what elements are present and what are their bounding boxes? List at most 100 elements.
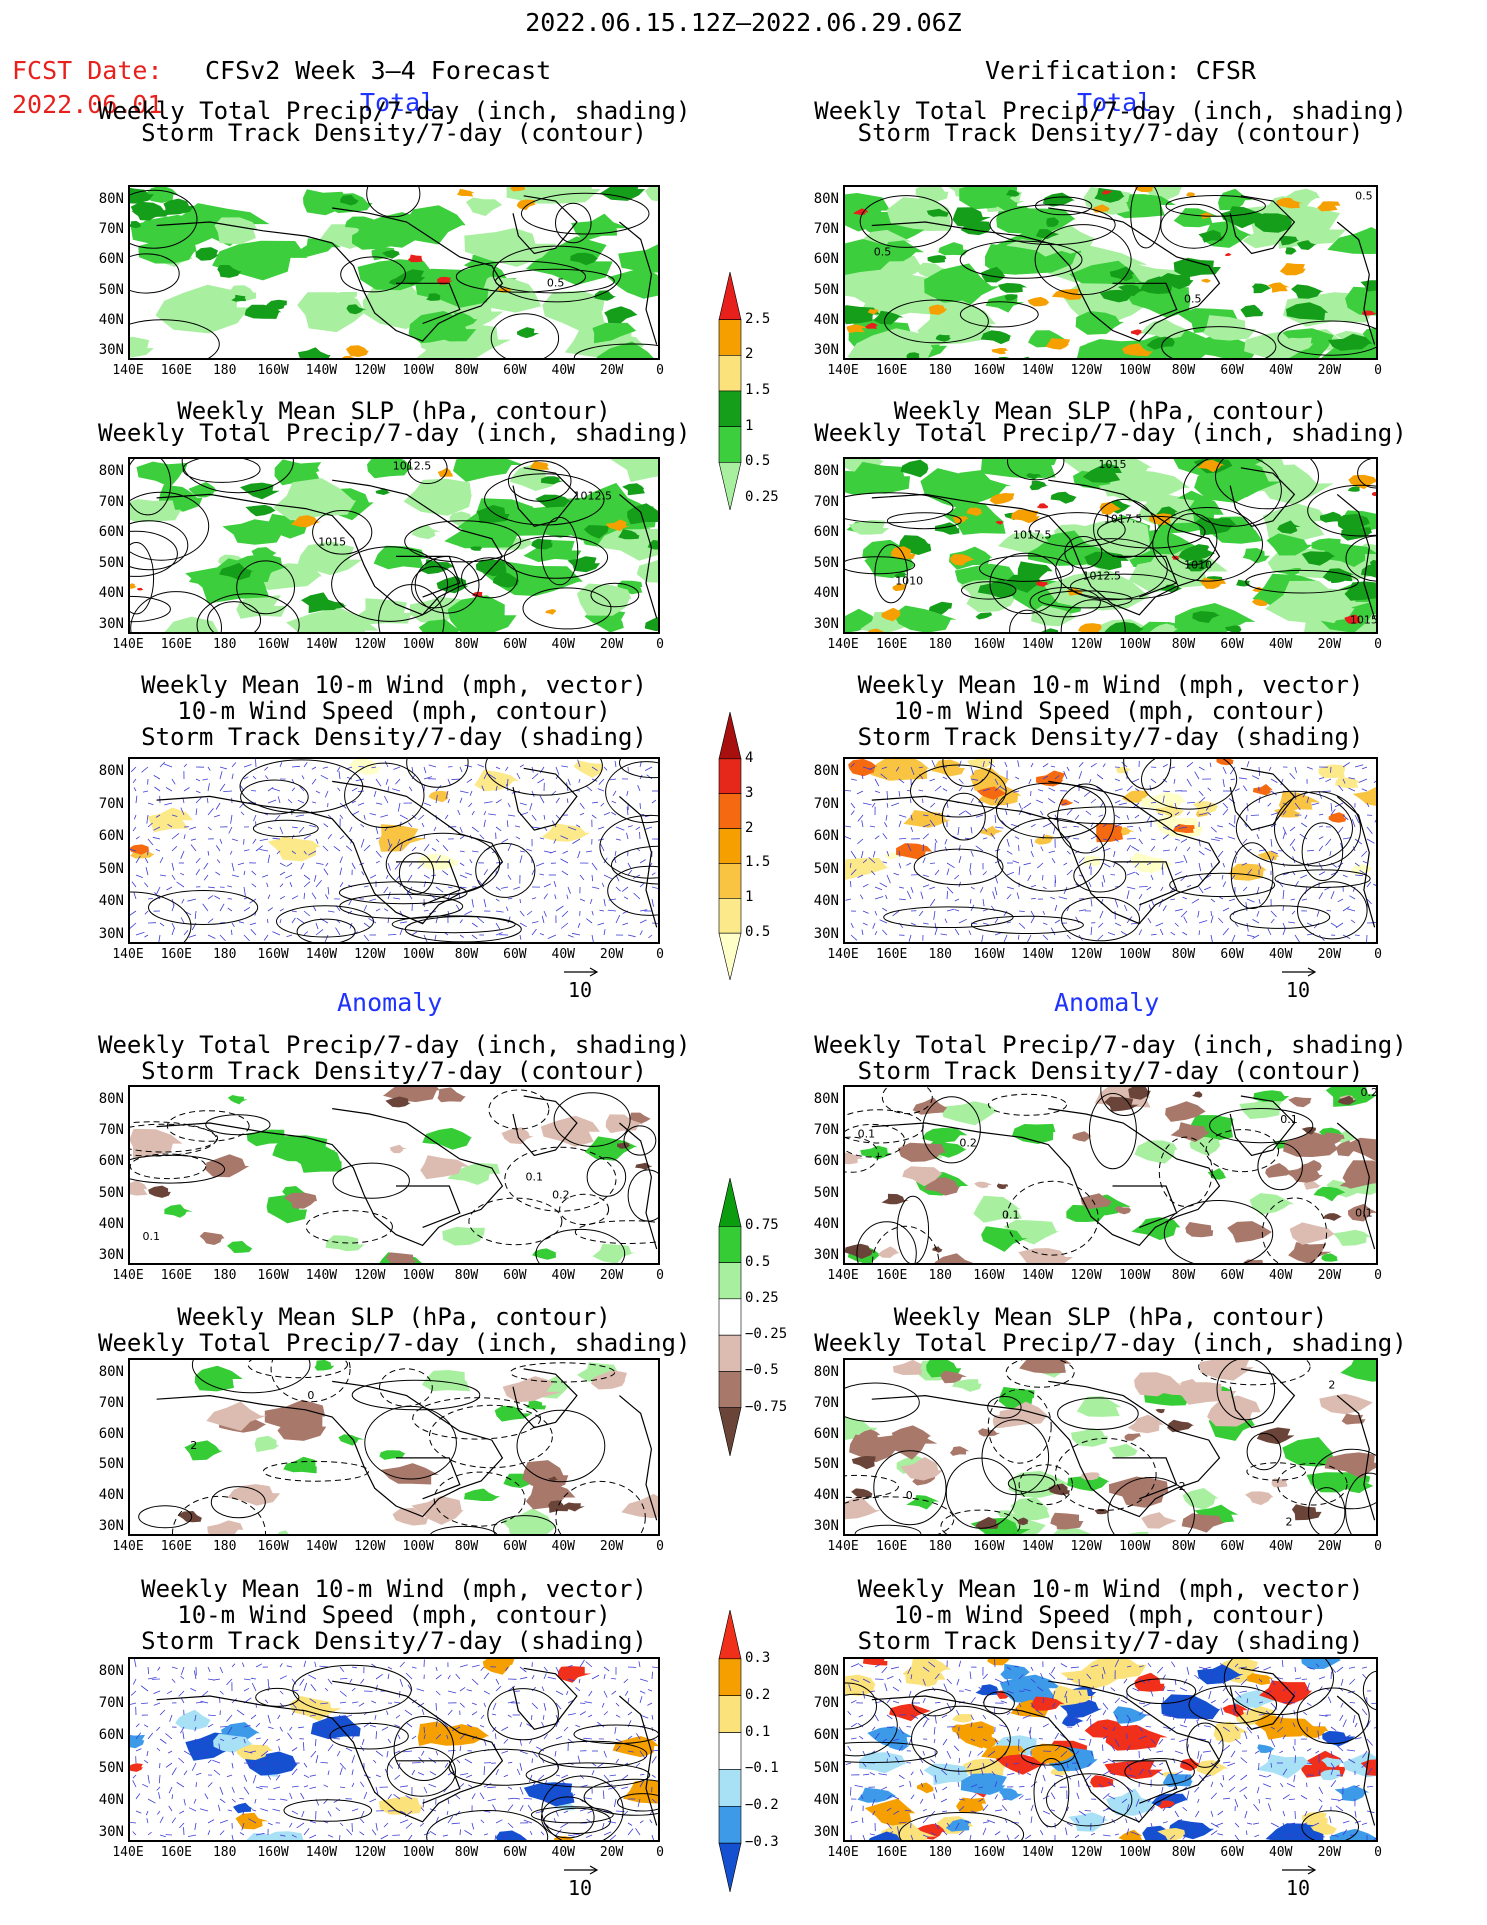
precip-shading: [894, 572, 907, 578]
panel-title-wind-storm-total-left-line3: Storm Track Density/7-day (shading): [141, 723, 647, 751]
precip-shading: [1220, 210, 1257, 229]
precip-anomaly-shading: [1227, 1221, 1273, 1243]
contour-lines: [845, 1659, 1376, 1840]
precip-shading: [130, 337, 154, 358]
precip-shading: [1224, 252, 1232, 256]
precip-shading: [928, 601, 953, 615]
precip-shading: [985, 194, 1018, 212]
precip-shading: [997, 531, 1049, 554]
precip-anomaly-shading: [1333, 1229, 1371, 1246]
precip-anomaly-shading: [1185, 1222, 1214, 1238]
lon-tick-label: 60W: [503, 363, 527, 378]
lat-tick-label: 40N: [813, 311, 839, 328]
precip-shading: [1042, 192, 1075, 207]
precip-shading: [886, 197, 952, 231]
storm-shading: [976, 786, 1007, 800]
lon-tick-label: 160W: [973, 1539, 1005, 1554]
lon-tick-label: 20W: [599, 637, 624, 652]
lon-tick-label: 140E: [112, 947, 144, 962]
precip-anomaly-shading: [206, 1401, 268, 1431]
storm-anomaly-shading: [130, 1734, 145, 1749]
precip-shading: [1245, 464, 1334, 505]
lon-tick-label: 140E: [827, 637, 859, 652]
precip-shading: [1317, 201, 1341, 212]
precip-shading: [530, 461, 550, 470]
precip-shading: [453, 312, 478, 327]
lat-tick-label: 80N: [98, 191, 124, 207]
lon-tick-label: 60W: [1220, 1845, 1244, 1860]
precip-anomaly-shading: [1253, 1090, 1290, 1102]
lat-tick-label: 80N: [813, 1364, 839, 1380]
precip-anomaly-shading: [940, 1370, 968, 1384]
lat-tick-label: 40N: [813, 1791, 839, 1808]
precip-shading: [980, 459, 1057, 479]
colorbar-label: 1.5: [745, 382, 771, 398]
contour-value-label: 1017.5: [1104, 513, 1143, 526]
vector-ref-arrow: [564, 967, 599, 977]
precip-anomaly-shading: [522, 1460, 569, 1492]
precip-anomaly-shading: [1170, 1122, 1211, 1143]
precip-anomaly-shading: [422, 1127, 473, 1150]
precip-shading: [893, 605, 957, 632]
precip-anomaly-shading: [385, 1252, 419, 1263]
precip-shading: [1006, 189, 1021, 197]
anomaly-header-right: Anomaly: [1054, 988, 1160, 1017]
precip-anomaly-shading: [1134, 1372, 1182, 1397]
precip-anomaly-shading: [177, 1511, 202, 1523]
lat-tick-label: 80N: [98, 1091, 124, 1107]
precip-anomaly-shading: [952, 1379, 982, 1392]
lon-tick-label: 180: [928, 1268, 952, 1283]
precip-shading: [1201, 278, 1211, 283]
storm-anomaly-shading: [1134, 1672, 1165, 1692]
storm-anomaly-shading: [1158, 1800, 1175, 1809]
precip-shading: [143, 187, 179, 203]
precip-shading: [998, 356, 1010, 358]
lat-tick-label: 50N: [813, 281, 839, 298]
lat-tick-label: 30N: [98, 616, 124, 632]
colorbar-label: 1: [745, 417, 754, 434]
storm-anomaly-shading: [952, 1713, 974, 1723]
lon-tick-label: 40W: [1268, 947, 1293, 962]
precip-shading: [437, 467, 453, 478]
panel-title-precip-storm-anomaly-left-line2: Storm Track Density/7-day (contour): [141, 1057, 647, 1085]
lat-tick-label: 30N: [98, 342, 124, 358]
lon-tick-label: 180: [212, 1539, 237, 1554]
lon-tick-label: 20W: [599, 1539, 624, 1554]
precip-shading: [245, 504, 277, 517]
precip-shading: [570, 252, 598, 266]
precip-shading: [1327, 227, 1376, 254]
precip-shading: [1360, 280, 1376, 292]
precip-anomaly-shading: [525, 1483, 576, 1510]
colorbar-segment: [718, 1610, 742, 1660]
wind-vectors: [130, 759, 658, 942]
lon-tick-label: 140E: [112, 1268, 144, 1283]
lon-tick-label: 20W: [599, 1268, 624, 1283]
precip-anomaly-shading: [635, 1162, 653, 1171]
lat-tick-label: 30N: [813, 1518, 839, 1534]
precip-shading: [1104, 621, 1144, 632]
lat-tick-label: 40N: [98, 585, 124, 602]
colorbar-segment: [718, 1658, 742, 1697]
precip-anomaly-shading: [1019, 1360, 1072, 1374]
storm-shading: [1252, 784, 1273, 796]
storm-anomaly-shading: [1256, 1754, 1313, 1779]
lon-tick-label: 160W: [973, 637, 1005, 652]
precip-shading: [1146, 336, 1175, 350]
lat-tick-label: 50N: [98, 860, 124, 877]
precip-shading: [188, 482, 217, 498]
lat-tick-label: 30N: [98, 926, 124, 942]
precip-shading: [1100, 289, 1132, 303]
lat-tick-label: 80N: [98, 763, 124, 779]
storm-anomaly-shading: [1030, 1743, 1076, 1765]
precip-shading: [509, 463, 562, 491]
lat-tick-label: 30N: [98, 1824, 124, 1840]
colorbar-segment: [718, 1732, 742, 1770]
precip-shading: [576, 583, 632, 616]
lon-tick-label: 0: [1374, 363, 1382, 378]
precip-anomaly-shading: [1245, 1491, 1274, 1506]
precip-anomaly-shading: [1165, 1101, 1206, 1122]
map-wind-storm-total-left: [128, 757, 660, 944]
colorbar-label: 1.5: [745, 854, 771, 871]
precip-shading: [647, 539, 658, 550]
valid-period: 2022.06.15.12Z–2022.06.29.06Z: [525, 8, 962, 37]
